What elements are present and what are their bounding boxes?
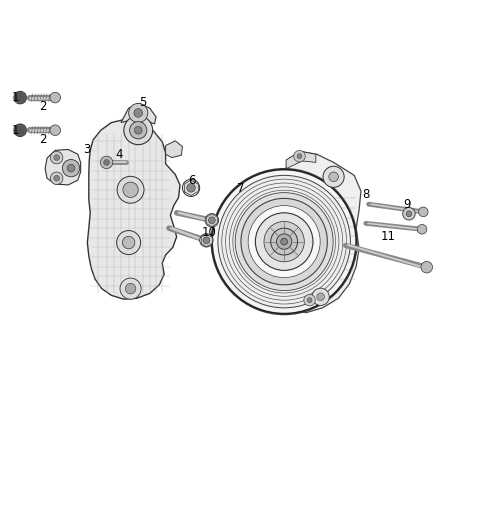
Text: 9: 9 [403,198,411,210]
Circle shape [123,182,138,198]
Circle shape [235,193,333,291]
Circle shape [50,152,63,164]
Circle shape [403,207,415,220]
Circle shape [129,103,148,122]
Text: 5: 5 [139,96,147,109]
Polygon shape [166,141,182,158]
Circle shape [67,164,75,172]
Circle shape [241,199,327,285]
Polygon shape [286,152,316,168]
Circle shape [208,217,215,224]
Circle shape [276,234,292,249]
Text: 2: 2 [39,133,47,146]
Circle shape [62,160,80,177]
Circle shape [255,213,313,270]
Text: 2: 2 [39,100,47,113]
Circle shape [218,175,350,308]
Circle shape [104,160,109,165]
Circle shape [117,230,141,254]
Circle shape [54,155,60,160]
Circle shape [200,233,213,247]
Text: 3: 3 [83,143,90,156]
Text: 1: 1 [12,124,19,137]
Circle shape [297,154,302,159]
Circle shape [117,176,144,203]
Circle shape [50,92,60,103]
Circle shape [264,221,304,262]
Circle shape [134,109,143,117]
Polygon shape [276,152,361,313]
Circle shape [417,224,427,234]
Circle shape [124,116,153,144]
Circle shape [122,237,135,249]
Circle shape [419,207,428,217]
Text: 8: 8 [362,188,370,201]
Circle shape [312,288,329,306]
Circle shape [203,237,210,244]
Circle shape [329,172,338,182]
Circle shape [281,238,288,245]
Circle shape [317,293,324,301]
Circle shape [248,206,320,278]
Circle shape [54,175,60,181]
Circle shape [100,156,113,168]
Circle shape [271,228,298,255]
Circle shape [406,211,412,217]
Circle shape [125,283,136,294]
Circle shape [323,166,344,187]
Circle shape [211,168,357,314]
Text: 10: 10 [202,226,216,240]
Circle shape [205,214,218,227]
Text: 4: 4 [115,148,123,161]
Circle shape [14,124,26,137]
Circle shape [304,294,315,306]
Circle shape [421,262,432,273]
Circle shape [182,179,200,197]
Circle shape [187,183,195,192]
Polygon shape [87,119,180,299]
Circle shape [134,126,142,134]
Text: 7: 7 [237,182,245,195]
Text: 6: 6 [188,174,196,187]
Text: 11: 11 [380,230,396,243]
Circle shape [50,125,60,136]
Circle shape [130,121,147,139]
Circle shape [120,278,141,299]
Text: 1: 1 [12,91,19,104]
Polygon shape [45,150,81,185]
Circle shape [294,151,305,162]
Circle shape [307,298,312,303]
Circle shape [14,91,26,104]
Circle shape [50,172,63,184]
Polygon shape [121,103,156,124]
